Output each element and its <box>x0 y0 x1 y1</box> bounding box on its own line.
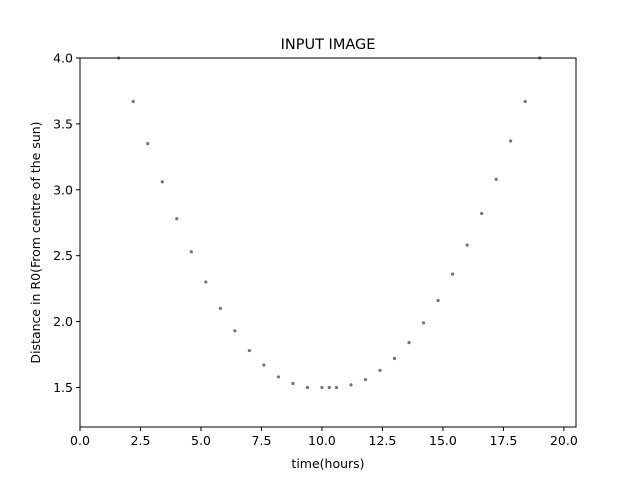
data-point <box>320 385 324 390</box>
data-point <box>276 375 280 379</box>
data-point <box>436 298 440 303</box>
x-axis-label: time(hours) <box>291 456 364 471</box>
x-tick-label: 17.5 <box>489 433 517 448</box>
data-point <box>247 348 251 353</box>
data-point <box>392 356 397 361</box>
data-point <box>262 363 266 367</box>
data-point <box>146 142 150 146</box>
data-point <box>218 306 222 310</box>
data-markers <box>117 56 542 390</box>
y-tick-label: 2.5 <box>53 248 73 263</box>
data-point <box>160 180 164 184</box>
x-tick-label: 7.5 <box>252 433 272 448</box>
data-point <box>327 385 331 390</box>
data-point <box>131 99 135 104</box>
data-point <box>233 329 237 333</box>
plot-frame <box>79 57 577 428</box>
data-point <box>334 385 339 390</box>
x-tick-label: 2.5 <box>131 433 151 448</box>
data-point <box>204 280 208 284</box>
x-tick-label: 20.0 <box>550 433 578 448</box>
x-tick-label: 15.0 <box>429 433 457 448</box>
data-point <box>451 272 455 276</box>
data-point <box>421 321 426 325</box>
y-tick-label: 2.0 <box>53 314 73 329</box>
y-tick-label: 4.0 <box>53 51 73 66</box>
data-point <box>378 368 382 372</box>
x-tick-label: 10.0 <box>308 433 336 448</box>
data-point <box>291 381 295 386</box>
data-point <box>189 250 193 254</box>
data-point <box>349 383 353 387</box>
data-point <box>480 211 484 216</box>
y-axis-label: Distance in R0(From centre of the sun) <box>28 121 43 363</box>
y-tick-label: 3.5 <box>53 116 73 131</box>
data-point <box>465 243 469 247</box>
chart-title: INPUT IMAGE <box>281 37 376 53</box>
data-point <box>363 377 368 382</box>
x-tick-label: 5.0 <box>191 433 211 448</box>
x-axis-ticks: 0.0 2.5 5.0 7.5 10.0 12.5 15.0 17.5 20.0 <box>70 427 578 448</box>
data-point <box>509 139 513 143</box>
data-point <box>523 99 527 104</box>
data-point <box>305 385 310 390</box>
data-point <box>407 341 411 345</box>
data-point <box>175 217 179 221</box>
data-point <box>494 177 498 181</box>
y-tick-label: 3.0 <box>53 182 73 197</box>
x-tick-label: 0.0 <box>70 433 90 448</box>
y-axis-ticks: 1.5 2.0 2.5 3.0 3.5 4.0 <box>53 51 80 395</box>
x-tick-label: 12.5 <box>369 433 397 448</box>
y-tick-label: 1.5 <box>53 380 73 395</box>
